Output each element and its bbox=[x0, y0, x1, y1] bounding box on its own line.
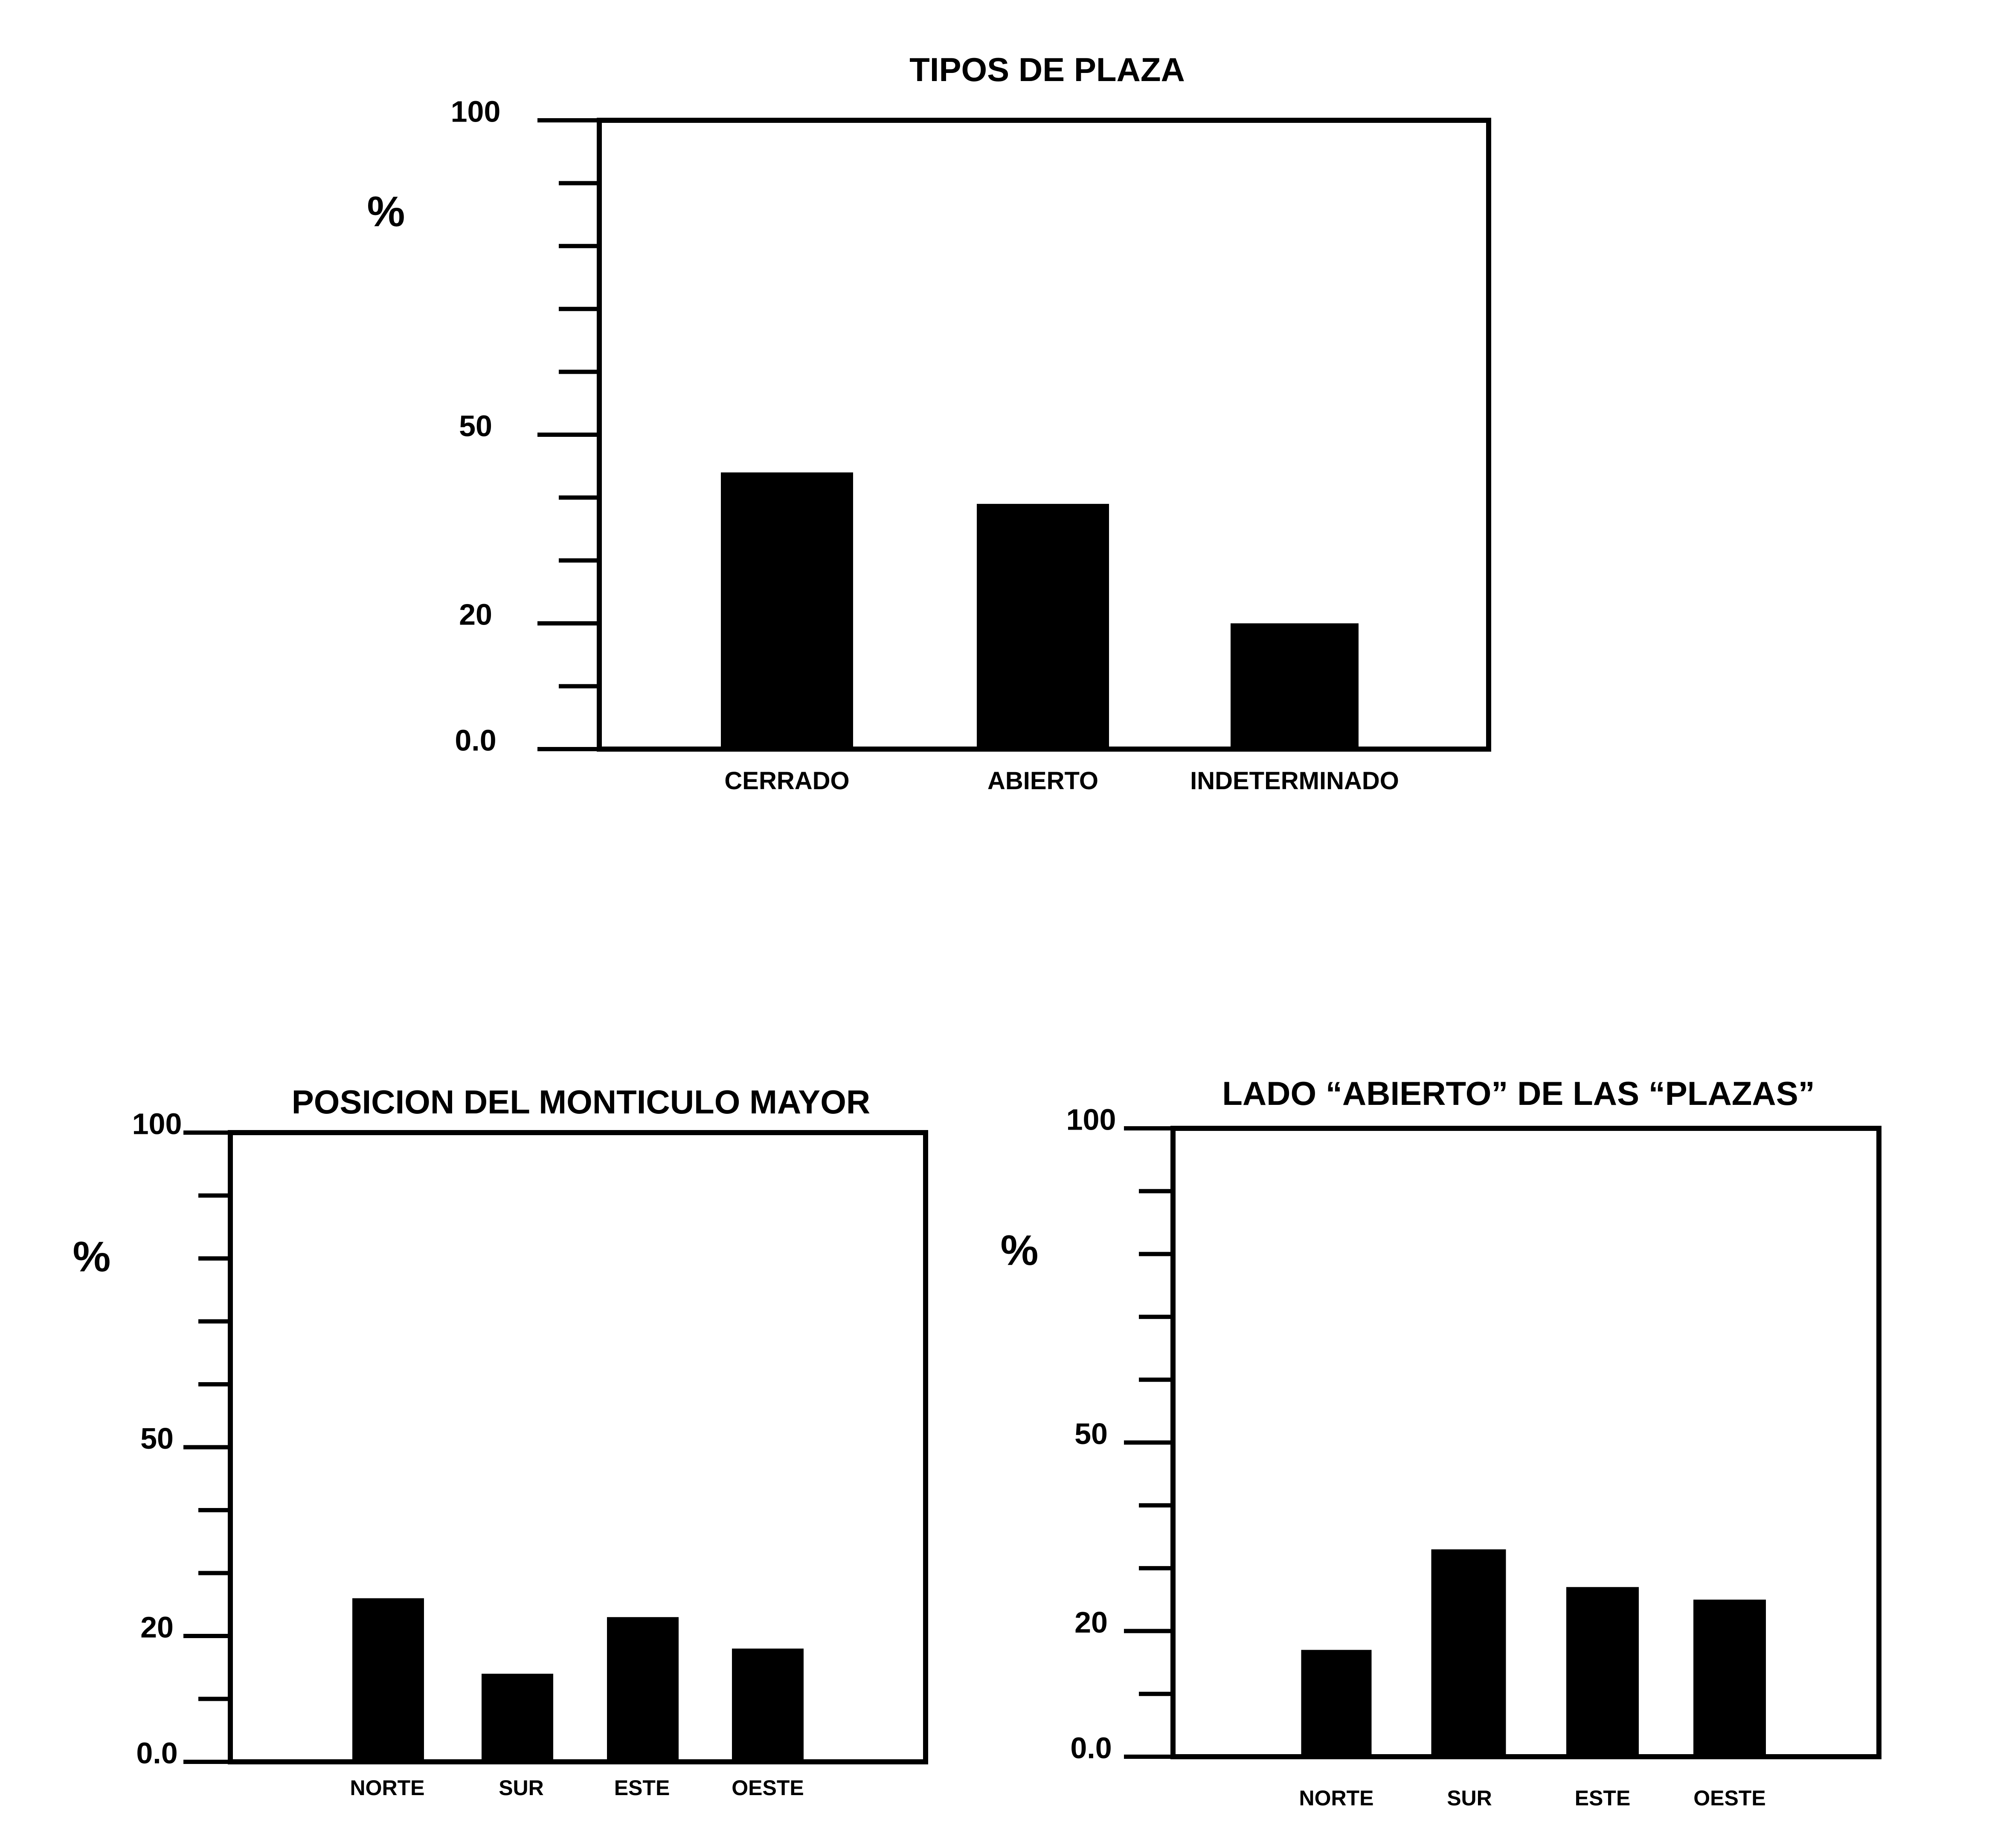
chart-1: 0.0 20 50 100 TIPOS DE PLAZA% CERRADO ABIERTO I… bbox=[367, 51, 1491, 795]
x-tick-label: INDETERMINADO bbox=[1190, 767, 1399, 795]
bar-norte bbox=[352, 1598, 424, 1762]
y-tick-label: 100 bbox=[451, 95, 501, 128]
chart-title: LADO “ABIERTO” DE LAS “PLAZAS” bbox=[1222, 1075, 1815, 1112]
y-axis-label: % bbox=[367, 188, 405, 235]
y-axis-label: % bbox=[1001, 1226, 1039, 1274]
plot-frame bbox=[228, 1130, 928, 1764]
x-tick-label: SUR bbox=[1447, 1786, 1492, 1810]
x-tick-label: NORTE bbox=[1299, 1786, 1374, 1810]
bar-oeste bbox=[732, 1648, 804, 1762]
y-tick-label: 50 bbox=[459, 410, 492, 443]
y-axis-label: % bbox=[73, 1233, 111, 1281]
bar-este bbox=[1566, 1587, 1639, 1757]
y-tick-label: 100 bbox=[1066, 1103, 1116, 1136]
x-tick-label: ABIERTO bbox=[987, 767, 1098, 795]
bar-sur bbox=[482, 1674, 553, 1762]
y-tick-label: 0.0 bbox=[136, 1737, 177, 1770]
x-tick-label: ESTE bbox=[1575, 1786, 1631, 1810]
y-tick-label: 20 bbox=[140, 1611, 174, 1644]
bar-abierto bbox=[977, 504, 1109, 749]
bar-sur bbox=[1431, 1549, 1506, 1757]
y-tick-label: 50 bbox=[1074, 1417, 1108, 1450]
bar-oeste bbox=[1693, 1599, 1766, 1757]
bar-este bbox=[607, 1617, 679, 1762]
chart-3: 0.0 20 50 100 LADO “ABIERTO” DE LAS “PLAZAS”… bbox=[1001, 1075, 1881, 1810]
y-tick-label: 20 bbox=[459, 598, 492, 631]
x-tick-label: OESTE bbox=[1693, 1786, 1765, 1810]
x-tick-label: OESTE bbox=[732, 1776, 804, 1800]
y-tick-label: 0.0 bbox=[455, 724, 496, 757]
bar-cerrado bbox=[721, 472, 853, 749]
x-tick-label: ESTE bbox=[614, 1776, 670, 1800]
y-tick-label: 0.0 bbox=[1070, 1732, 1112, 1765]
bar-norte bbox=[1301, 1650, 1372, 1757]
plot-frame bbox=[1170, 1126, 1881, 1759]
y-tick-label: 20 bbox=[1074, 1606, 1108, 1639]
chart-title: POSICION DEL MONTICULO MAYOR bbox=[292, 1083, 870, 1121]
x-tick-label: SUR bbox=[499, 1776, 544, 1800]
bar-indeterminado bbox=[1231, 623, 1359, 749]
y-tick-label: 50 bbox=[140, 1422, 174, 1455]
x-tick-label: CERRADO bbox=[724, 767, 849, 795]
y-tick-label: 100 bbox=[132, 1107, 182, 1141]
chart-2: 0.0 20 50 100 POSICION DEL MONTICULO MAYOR% N… bbox=[73, 1083, 928, 1800]
x-tick-label: NORTE bbox=[350, 1776, 425, 1800]
chart-title: TIPOS DE PLAZA bbox=[909, 51, 1185, 88]
